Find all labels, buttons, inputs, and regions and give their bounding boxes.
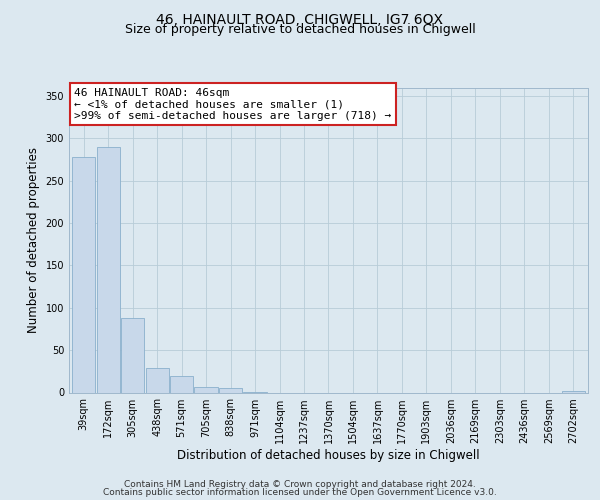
Bar bbox=[562, 391, 585, 392]
Bar bbox=[146, 368, 169, 392]
X-axis label: Distribution of detached houses by size in Chigwell: Distribution of detached houses by size … bbox=[177, 448, 480, 462]
Bar bbox=[121, 318, 144, 392]
Bar bbox=[194, 386, 218, 392]
Bar bbox=[97, 147, 120, 392]
Text: 46, HAINAULT ROAD, CHIGWELL, IG7 6QX: 46, HAINAULT ROAD, CHIGWELL, IG7 6QX bbox=[157, 12, 443, 26]
Bar bbox=[219, 388, 242, 392]
Bar bbox=[72, 157, 95, 392]
Text: 46 HAINAULT ROAD: 46sqm
← <1% of detached houses are smaller (1)
>99% of semi-de: 46 HAINAULT ROAD: 46sqm ← <1% of detache… bbox=[74, 88, 391, 120]
Text: Contains HM Land Registry data © Crown copyright and database right 2024.: Contains HM Land Registry data © Crown c… bbox=[124, 480, 476, 489]
Text: Contains public sector information licensed under the Open Government Licence v3: Contains public sector information licen… bbox=[103, 488, 497, 497]
Bar bbox=[170, 376, 193, 392]
Y-axis label: Number of detached properties: Number of detached properties bbox=[27, 147, 40, 333]
Text: Size of property relative to detached houses in Chigwell: Size of property relative to detached ho… bbox=[125, 22, 475, 36]
